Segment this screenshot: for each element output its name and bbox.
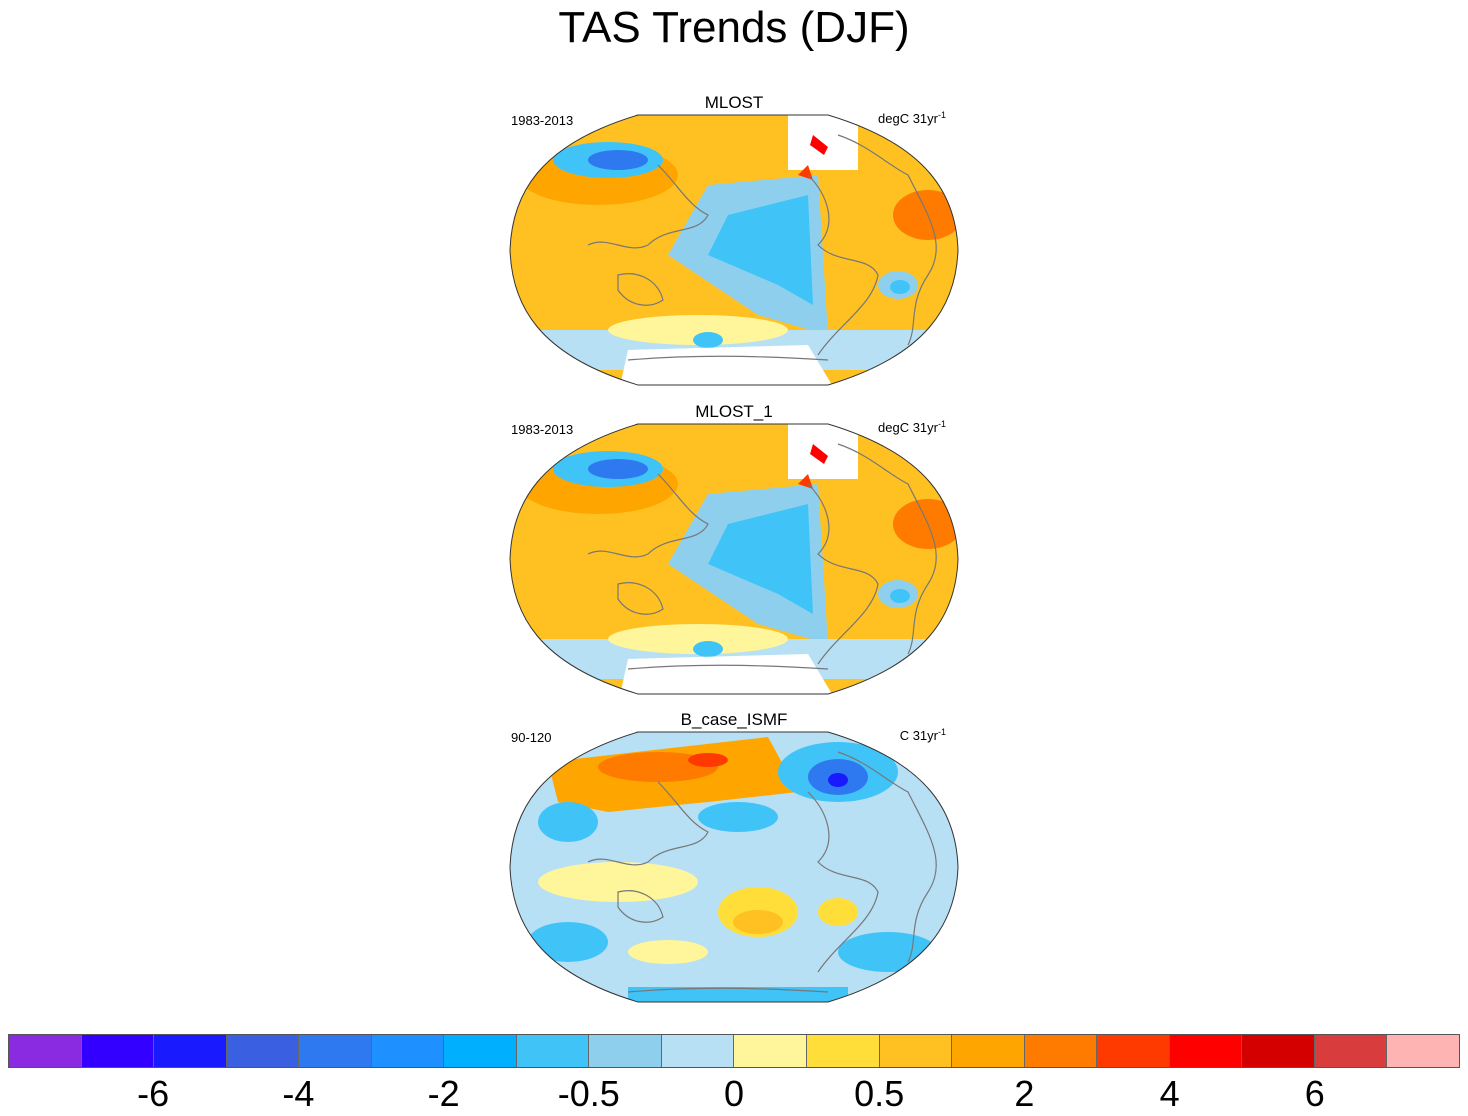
colorbar-tick-label: 6	[1304, 1073, 1325, 1114]
colorbar-swatch	[807, 1035, 880, 1067]
colorbar-tick-label: -4	[282, 1073, 315, 1114]
colorbar-swatch	[1314, 1035, 1388, 1067]
colorbar-swatch	[154, 1035, 227, 1067]
colorbar-swatch	[1097, 1035, 1170, 1067]
panel-title: MLOST	[704, 93, 764, 112]
colorbar-tick-label: 0	[723, 1073, 745, 1114]
colorbar-swatch	[1024, 1035, 1098, 1067]
figure-title: TAS Trends (DJF)	[558, 3, 910, 52]
panel-units: degC 31yr-1	[878, 110, 946, 126]
panel-period: 1983-2013	[511, 422, 574, 437]
colorbar-swatch	[371, 1035, 445, 1067]
map-b-case-ismf	[509, 731, 959, 1003]
colorbar-swatch	[226, 1035, 300, 1067]
colorbar-swatch	[879, 1035, 953, 1067]
map-panel-b-case-ismf: B_case_ISMF 90-120 C 31yr-1	[508, 710, 960, 1012]
colorbar	[8, 1034, 1460, 1068]
map-mlost-1	[509, 423, 959, 695]
colorbar-swatch	[81, 1035, 155, 1067]
panel-units: C 31yr-1	[899, 727, 946, 743]
panel-title: MLOST_1	[695, 402, 773, 421]
colorbar-swatch	[1387, 1035, 1459, 1067]
colorbar-tick-label: -2	[427, 1073, 460, 1114]
colorbar-swatch	[9, 1035, 82, 1067]
colorbar-tick-label: -0.5	[557, 1073, 620, 1114]
colorbar-swatch	[444, 1035, 517, 1067]
colorbar-swatch	[734, 1035, 808, 1067]
colorbar-tick-label: 2	[1014, 1073, 1035, 1114]
panel-period: 90-120	[511, 730, 552, 745]
colorbar-tick-label: 4	[1159, 1073, 1180, 1114]
panel-units: degC 31yr-1	[878, 419, 946, 435]
colorbar-tick-label: 0.5	[854, 1073, 905, 1114]
colorbar-swatch	[299, 1035, 372, 1067]
colorbar-swatch	[661, 1035, 735, 1067]
panel-title: B_case_ISMF	[680, 710, 788, 729]
colorbar-tick-label: -6	[137, 1073, 170, 1114]
colorbar-swatch	[589, 1035, 662, 1067]
map-mlost	[509, 114, 959, 386]
colorbar-swatch	[516, 1035, 590, 1067]
colorbar-swatch	[1242, 1035, 1315, 1067]
colorbar-swatch	[1169, 1035, 1243, 1067]
map-panel-mlost: MLOST 1983-2013 degC 31yr-1	[508, 93, 960, 395]
panel-period: 1983-2013	[511, 113, 574, 128]
colorbar-swatch	[952, 1035, 1025, 1067]
map-panel-mlost-1: MLOST_1 1983-2013 degC 31yr-1	[508, 402, 960, 704]
